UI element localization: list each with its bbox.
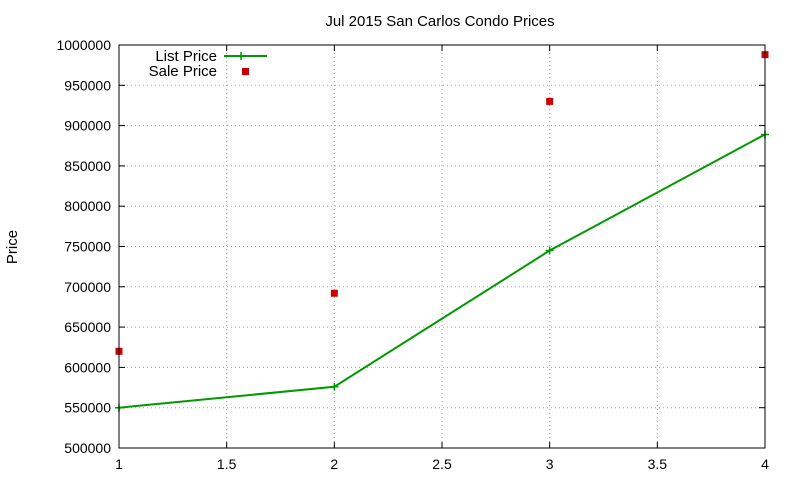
sale-price-point [546,97,554,105]
y-tick-label: 800000 [64,198,111,214]
list-price-point [545,246,554,255]
y-tick-label: 600000 [64,359,111,375]
legend-label-sale-price: Sale Price [149,63,217,80]
legend-label-list-price: List Price [155,48,217,65]
y-tick-label: 1000000 [56,37,111,53]
y-axis-title: Price [4,230,21,264]
plot-frame [118,44,766,449]
grid-lines [119,45,765,448]
list-price-point [330,382,339,391]
y-tick-label: 750000 [64,239,111,255]
y-tick-label: 500000 [64,440,111,456]
x-tick-label: 2 [330,456,338,472]
x-tick-label: 4 [761,456,769,472]
y-tick-label: 900000 [64,118,111,134]
x-tick-label: 2.5 [432,456,452,472]
y-tick-label: 700000 [64,279,111,295]
legend-marker-sale-price [242,68,249,75]
list-price-line [118,133,766,409]
x-tick-label: 1.5 [217,456,237,472]
chart-title: Jul 2015 San Carlos Condo Prices [325,13,554,30]
x-tick-label: 3 [546,456,554,472]
y-tick-label: 650000 [64,319,111,335]
legend: List Price Sale Price [149,48,267,80]
y-tick-label: 550000 [64,400,111,416]
legend-marker-list-price [237,52,245,60]
sale-price-point [330,289,338,297]
x-tick-label: 1 [115,456,123,472]
y-axis-ticks: 500000 550000 600000 650000 700000 750000 8000… [56,37,765,456]
y-tick-label: 950000 [64,77,111,93]
x-tick-label: 3.5 [648,456,668,472]
y-tick-label: 850000 [64,158,111,174]
